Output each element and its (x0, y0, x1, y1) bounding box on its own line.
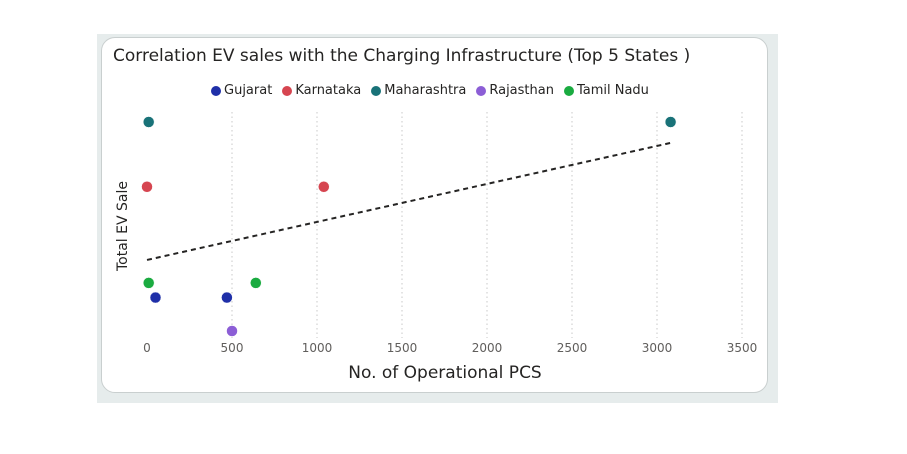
point-karnataka[interactable] (318, 181, 330, 193)
legend-label-gujarat: Gujarat (224, 83, 273, 98)
point-gujarat[interactable] (221, 291, 233, 304)
legend-item-rajasthan[interactable]: Rajasthan (476, 83, 554, 98)
x-tick-label: 2000 (472, 341, 503, 355)
legend-marker-tamil-nadu (563, 85, 574, 96)
point-tamil-nadu[interactable] (250, 277, 262, 289)
x-axis-ticks: 0 500 1000 1500 2000 2500 3000 3500 (143, 341, 757, 355)
point-maharashtra[interactable] (664, 116, 677, 128)
legend-item-tamil-nadu[interactable]: Tamil Nadu (563, 83, 649, 98)
point-maharashtra[interactable] (142, 116, 155, 128)
legend-item-karnataka[interactable]: Karnataka (282, 83, 361, 98)
legend-label-karnataka: Karnataka (295, 83, 362, 98)
data-points (141, 116, 677, 337)
legend-label-rajasthan: Rajasthan (489, 83, 554, 98)
x-tick-label: 500 (221, 341, 244, 355)
point-karnataka[interactable] (141, 181, 153, 193)
legend-item-maharashtra[interactable]: Maharashtra (371, 83, 466, 98)
point-rajasthan[interactable] (226, 325, 238, 337)
y-axis-label: Total EV Sale (115, 181, 131, 272)
legend-item-gujarat[interactable]: Gujarat (211, 83, 272, 98)
point-tamil-nadu[interactable] (142, 277, 155, 289)
chart-legend: Gujarat Karnataka Maharashtra Rajasthan … (211, 83, 649, 98)
gridlines (231, 112, 743, 338)
trend-line (146, 141, 671, 261)
legend-marker-gujarat (211, 85, 221, 96)
legend-label-tamil-nadu: Tamil Nadu (576, 83, 649, 98)
legend-label-maharashtra: Maharashtra (384, 83, 467, 98)
x-tick-label: 3000 (642, 341, 673, 355)
legend-marker-maharashtra (371, 85, 382, 96)
chart-title: Correlation EV sales with the Charging I… (113, 46, 691, 66)
x-tick-label: 1500 (387, 341, 418, 355)
x-tick-label: 0 (143, 341, 151, 355)
trendline-group (146, 141, 671, 261)
legend-marker-rajasthan (476, 85, 487, 96)
legend-marker-karnataka (282, 85, 293, 96)
x-tick-label: 2500 (557, 341, 588, 355)
x-axis-label: No. of Operational PCS (348, 363, 541, 383)
point-gujarat[interactable] (149, 291, 162, 304)
x-tick-label: 3500 (727, 341, 758, 355)
x-tick-label: 1000 (302, 341, 333, 355)
